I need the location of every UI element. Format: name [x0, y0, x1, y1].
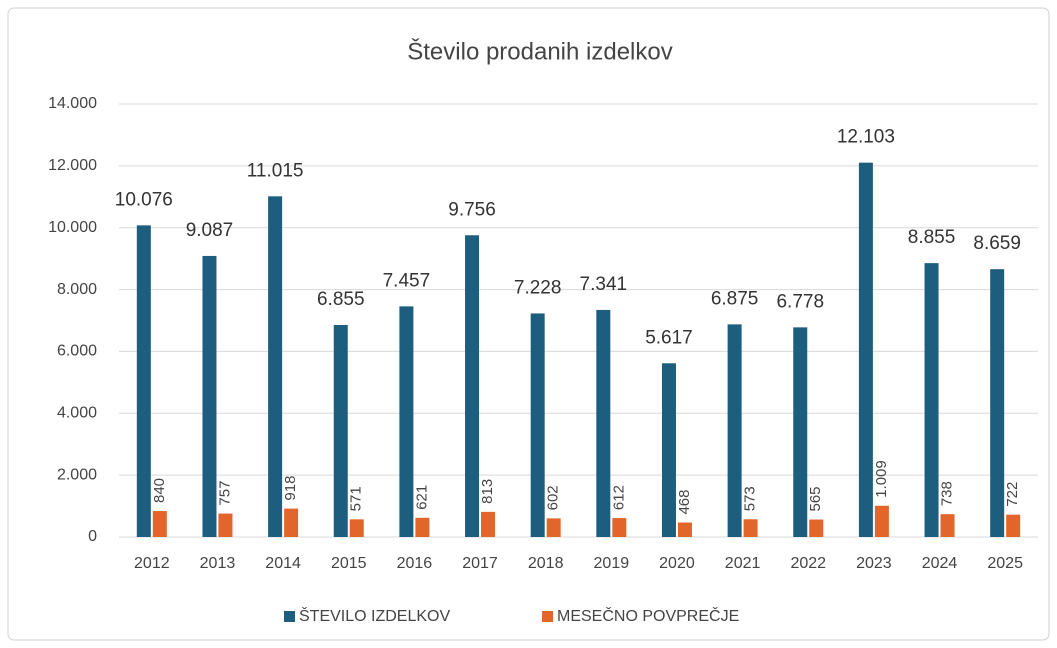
data-label: 565: [807, 486, 824, 511]
x-tick-label: 2022: [790, 555, 826, 572]
data-label: 7.341: [580, 274, 628, 295]
bar: [809, 519, 824, 537]
y-tick-label: 4.000: [57, 405, 97, 422]
bar: [612, 518, 627, 537]
x-tick-label: 2018: [528, 555, 564, 572]
data-label: 612: [610, 485, 627, 510]
bar: [268, 196, 283, 538]
data-label: 6.778: [776, 291, 824, 312]
data-label: 757: [216, 481, 233, 506]
x-tick-label: 2015: [331, 555, 367, 572]
y-tick-label: 2.000: [57, 466, 97, 483]
data-label: 468: [676, 489, 693, 514]
data-label: 840: [151, 478, 168, 503]
legend-swatch: [542, 611, 553, 622]
bar: [990, 269, 1005, 537]
data-label: 9.087: [186, 220, 234, 241]
bar: [202, 255, 217, 537]
data-label: 8.855: [908, 227, 956, 248]
x-tick-label: 2024: [922, 555, 958, 572]
bar: [465, 235, 480, 537]
data-label: 1.009: [873, 460, 890, 498]
y-tick-label: 14.000: [48, 95, 97, 112]
bar: [940, 514, 955, 537]
data-label: 918: [282, 476, 299, 501]
x-tick-label: 2014: [265, 555, 301, 572]
bar: [530, 313, 545, 537]
bar: [284, 508, 299, 537]
bar: [481, 511, 496, 537]
data-label: 738: [939, 481, 956, 506]
data-label: 813: [479, 479, 496, 504]
chart-title: Število prodanih izdelkov: [407, 37, 673, 65]
y-tick-label: 10.000: [48, 219, 97, 236]
bar: [546, 518, 561, 537]
bar: [136, 225, 151, 537]
bar: [677, 522, 692, 537]
x-tick-label: 2023: [856, 555, 892, 572]
data-label: 621: [413, 485, 430, 510]
data-label: 6.875: [711, 288, 759, 309]
bar: [793, 327, 808, 537]
x-tick-label: 2020: [659, 555, 695, 572]
y-tick-label: 0: [88, 528, 97, 545]
bar: [152, 511, 167, 537]
x-tick-label: 2017: [462, 555, 498, 572]
bar: [924, 263, 939, 537]
bar: [858, 162, 873, 537]
data-label: 602: [545, 485, 562, 510]
data-label: 8.659: [973, 233, 1021, 254]
bar: [1006, 514, 1021, 537]
bar: [874, 505, 889, 537]
x-tick-label: 2016: [397, 555, 433, 572]
bar: [743, 519, 758, 537]
data-label: 6.855: [317, 289, 365, 310]
bar: [415, 517, 430, 537]
data-label: 11.015: [247, 160, 304, 181]
x-tick-label: 2013: [200, 555, 236, 572]
bar: [218, 513, 233, 537]
data-label: 9.756: [448, 199, 496, 220]
bar: [596, 309, 611, 537]
y-tick-label: 12.000: [48, 157, 97, 174]
bar: [349, 519, 364, 537]
x-tick-label: 2021: [725, 555, 761, 572]
bar: [333, 324, 348, 537]
legend-label: ŠTEVILO IZDELKOV: [299, 606, 450, 625]
x-tick-label: 2019: [594, 555, 630, 572]
data-label: 571: [348, 486, 365, 511]
data-label: 12.103: [837, 127, 895, 148]
data-label: 573: [742, 486, 759, 511]
data-label: 5.617: [645, 327, 693, 348]
data-label: 10.076: [115, 189, 173, 210]
bar: [727, 324, 742, 537]
bar: [399, 306, 414, 537]
bar: [661, 363, 676, 537]
y-tick-label: 6.000: [57, 343, 97, 360]
chart-frame: [7, 7, 1050, 641]
x-tick-label: 2012: [134, 555, 170, 572]
y-tick-label: 8.000: [57, 281, 97, 298]
data-label: 7.457: [383, 270, 431, 291]
legend-swatch: [284, 611, 295, 622]
legend-label: MESEČNO POVPREČJE: [557, 606, 739, 625]
x-tick-label: 2025: [987, 555, 1023, 572]
data-label: 722: [1004, 482, 1021, 507]
data-label: 7.228: [514, 277, 562, 298]
